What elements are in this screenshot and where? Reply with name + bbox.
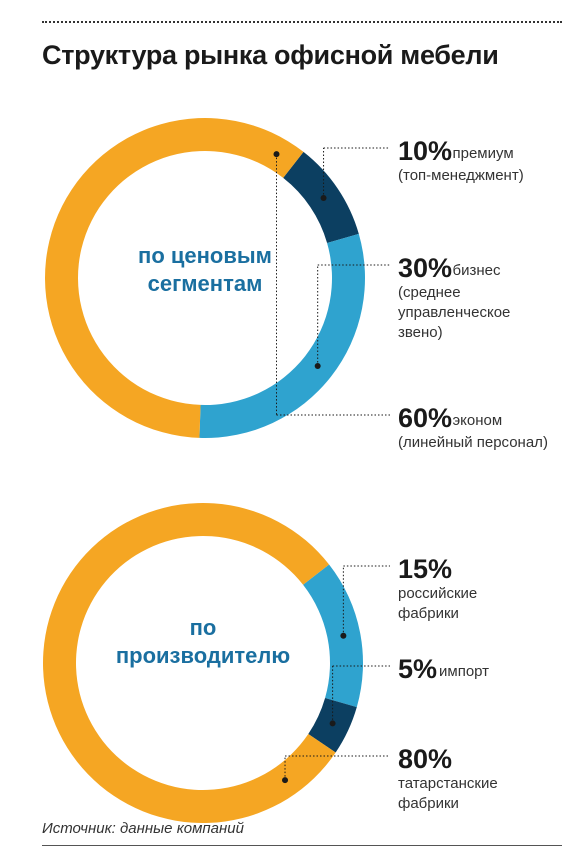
bottom-rule [42, 845, 562, 846]
donut1-slice-label-1-line-2: (топ-менеджмент) [398, 167, 524, 184]
donut1-slice-label-2-line-1: бизнес [453, 262, 501, 279]
donut1-slice-label-2-line-2: (среднее [398, 284, 461, 301]
donut2-slice-label-1-line-2: фабрики [398, 605, 459, 622]
donut1-slice-label-1-line-1: премиум [453, 145, 514, 162]
donut1-slice-label-2-line-4: звено) [398, 324, 443, 341]
donut2-slice-label-3-line-2: фабрики [398, 795, 459, 812]
donut2-percent-label-3: 80% [398, 744, 452, 774]
top-dotted-rule [42, 21, 562, 23]
donut2-slice-label-1-line-1: российские [398, 585, 477, 602]
donut1-center-label-line-2: сегментам [148, 271, 263, 296]
donut2-percent-label-1: 15% [398, 554, 452, 584]
donut2-slice-label-2-line-1: импорт [439, 663, 489, 680]
donut1-slice-label-3-line-2: (линейный персонал) [398, 434, 548, 451]
donut2-slice-1 [303, 564, 364, 708]
donut1-slice-label-3-line-1: эконом [453, 412, 503, 429]
donut1-percent-label-2: 30% [398, 253, 452, 283]
donut2-percent-label-2: 5% [398, 654, 437, 684]
donut1-percent-label-1: 10% [398, 136, 452, 166]
donut2-center-label-line-2: производителю [116, 643, 290, 668]
donut2-slice-label-3-line-1: татарстанские [398, 775, 498, 792]
donut1-percent-label-3: 60% [398, 403, 452, 433]
donut1-slice-label-2-line-3: управленческое [398, 304, 510, 321]
donut1-slice-3 [44, 117, 304, 438]
source-note: Источник: данные компаний [42, 820, 244, 837]
donut1-slice-2 [199, 233, 365, 438]
donut1-center-label-line-1: по ценовым [138, 243, 272, 268]
donut2-center-label-line-1: по [190, 615, 217, 640]
chart-title: Структура рынка офисной мебели [42, 40, 499, 70]
